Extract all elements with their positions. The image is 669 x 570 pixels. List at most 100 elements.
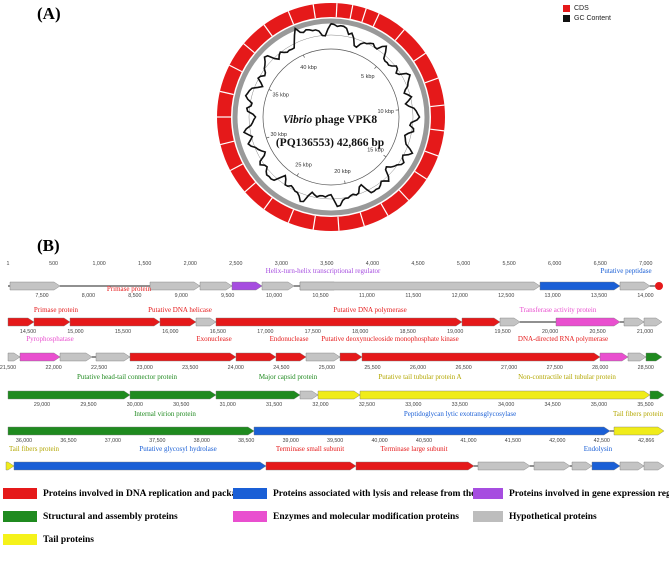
annotation-peptidoglycan: Peptidoglycan lytic exotransglycosylase xyxy=(404,410,516,418)
ruler-row5-label: 42,866 xyxy=(638,438,654,444)
annotation-endonuclease: Endonuclease xyxy=(270,335,309,343)
gene-arrow xyxy=(619,281,651,291)
ruler-row4-label: 32,500 xyxy=(359,402,375,408)
scale-tick-label: 10 kbp xyxy=(377,109,394,115)
gene-pyrophosphatase xyxy=(19,352,61,362)
gene-arrow xyxy=(643,317,663,327)
gene-arrow xyxy=(499,317,521,327)
gene-arrow xyxy=(643,461,665,471)
ruler-row3-label: 22,500 xyxy=(91,365,107,371)
gene-endolysin xyxy=(591,461,621,471)
cds-gap xyxy=(243,43,255,54)
gene-arrow xyxy=(215,317,463,327)
gene-arrow xyxy=(477,461,531,471)
gene-arrow xyxy=(7,390,131,400)
gene-peptidoglycan-lytic xyxy=(253,426,611,436)
scale-tick xyxy=(383,154,387,158)
ruler-row1-top-label: 500 xyxy=(49,261,58,267)
gc-baseline xyxy=(248,34,414,200)
ruler-row2-label: 17,500 xyxy=(305,329,321,335)
cds-gap xyxy=(398,189,410,201)
ruler-row4-label: 30,500 xyxy=(173,402,189,408)
cds-gap xyxy=(229,64,243,73)
ruler-row5-label: 39,000 xyxy=(283,438,299,444)
cds-gap xyxy=(414,170,427,180)
ruler-row5-label: 41,000 xyxy=(460,438,476,444)
gene-arrow xyxy=(645,352,663,362)
legend-enzymes: Enzymes and molecular modification prote… xyxy=(233,511,459,522)
ruler-row4-label: 29,500 xyxy=(80,402,96,408)
ruler-row1-bottom-label: 14,000 xyxy=(637,293,653,299)
annotation-terminase-large: Terminase large subunit xyxy=(380,445,447,453)
cds-gap xyxy=(244,182,256,193)
ruler-row2-label: 15,000 xyxy=(67,329,83,335)
gc-content-trace xyxy=(242,22,421,208)
ruler-row3-label: 24,500 xyxy=(273,365,289,371)
gene-transferase xyxy=(555,317,621,327)
ruler-row1-top-label: 4,500 xyxy=(411,261,424,267)
ruler-row2-label: 20,000 xyxy=(542,329,558,335)
scale-tick xyxy=(296,173,299,177)
cds-gap xyxy=(287,11,295,25)
ruler-row5-label: 40,000 xyxy=(371,438,387,444)
scale-circle xyxy=(262,48,400,186)
cds-gap xyxy=(430,128,445,132)
ruler-row2-label: 14,500 xyxy=(20,329,36,335)
gene-arrow xyxy=(623,317,645,327)
gene-arrow xyxy=(7,317,35,327)
ruler-row4-label: 34,000 xyxy=(498,402,514,408)
map-title-rest: phage VPK8 xyxy=(312,114,378,126)
scale-tick xyxy=(266,136,270,139)
ruler-row3-label: 28,500 xyxy=(638,365,654,371)
ruler-row1-bottom-label: 12,000 xyxy=(452,293,468,299)
legend-gene-regulation: Proteins involved in gene expression reg… xyxy=(473,488,669,499)
gene-arrow xyxy=(235,352,277,362)
annotation-major-capsid: Major capsid protein xyxy=(259,373,318,381)
ruler-row2-label: 17,000 xyxy=(257,329,273,335)
gene-arrow xyxy=(149,281,201,291)
cds-gap xyxy=(394,29,405,41)
ruler-row5-label: 38,500 xyxy=(238,438,254,444)
ruler-row2-label: 19,500 xyxy=(495,329,511,335)
gene-dot xyxy=(655,282,663,290)
ruler-row2-label: 21,000 xyxy=(637,329,653,335)
gene-noncontractile xyxy=(359,390,651,400)
gene-arrow xyxy=(461,317,501,327)
cds-gap xyxy=(263,24,273,37)
ruler-row1-top-label: 3,000 xyxy=(275,261,288,267)
gene-arrow xyxy=(7,426,255,436)
gene-glycosyl-hydrolase xyxy=(13,461,267,471)
ruler-row3-label: 26,500 xyxy=(455,365,471,371)
annotation-rna-polymerase: DNA-directed RNA polymerase xyxy=(518,335,608,343)
map-title: Vibrio phage VPK8 xyxy=(230,114,430,126)
ruler-row5-label: 41,500 xyxy=(505,438,521,444)
legend-gc: GC Content xyxy=(563,13,611,23)
ruler-row1-top-label: 2,000 xyxy=(184,261,197,267)
gene-arrow xyxy=(299,390,319,400)
annotation-dna-helicase: Putative DNA helicase xyxy=(148,306,212,314)
ruler-row3-label: 21,500 xyxy=(0,365,16,371)
ruler-row1-top-label: 1 xyxy=(7,261,10,267)
ruler-row1-bottom-label: 13,500 xyxy=(591,293,607,299)
scale-tick-label: 5 kbp xyxy=(361,74,374,80)
ruler-row5-label: 42,500 xyxy=(594,438,610,444)
gene-arrow xyxy=(619,461,645,471)
gene-arrow xyxy=(305,352,341,362)
ruler-row5-label: 37,000 xyxy=(105,438,121,444)
gene-arrow xyxy=(59,352,93,362)
annotation-putative-peptidase: Putative peptidase xyxy=(600,267,651,275)
annotation-endolysin: Endolysin xyxy=(584,445,613,453)
map-title-italic: Vibrio xyxy=(282,114,313,126)
gene-arrow xyxy=(261,281,295,291)
ruler-row1-top-label: 5,500 xyxy=(502,261,515,267)
scale-tick-label: 20 kbp xyxy=(334,169,351,175)
ruler-row4-label: 35,500 xyxy=(637,402,653,408)
cds-gap xyxy=(424,77,439,84)
annotation-primase-2: Primase protein xyxy=(34,306,79,314)
backbone-ring xyxy=(232,18,430,216)
annotation-deoxynucleoside-kinase: Putative deoxynucleoside monophosphate k… xyxy=(321,335,458,343)
ruler-row3-label: 28,000 xyxy=(592,365,608,371)
ruler-row1-bottom-label: 10,000 xyxy=(266,293,282,299)
ruler-row5-label: 38,000 xyxy=(194,438,210,444)
